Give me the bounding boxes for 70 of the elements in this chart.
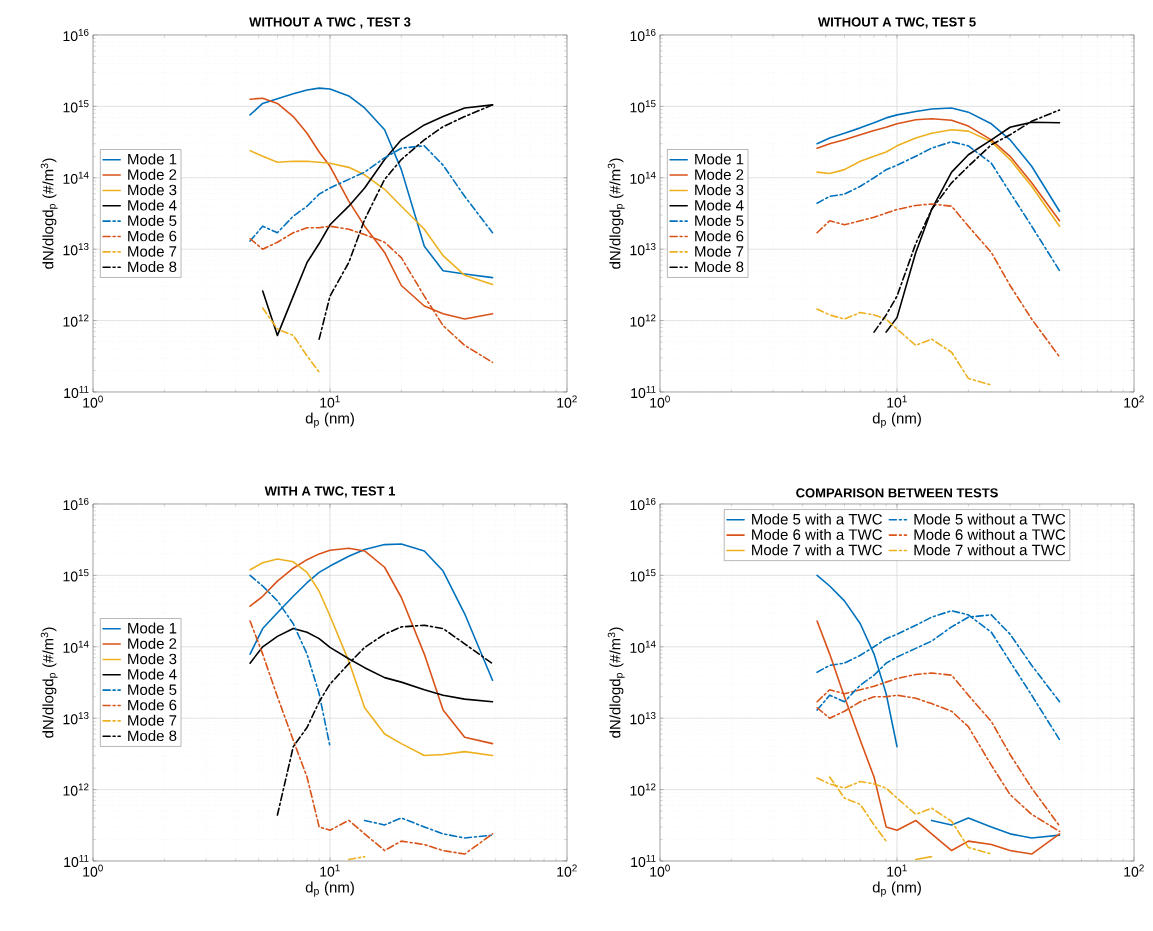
chart-title: COMPARISON BETWEEN TESTS: [796, 488, 998, 498]
y-tick-label: 10$^{12}$: [63, 783, 89, 796]
x-tick-label: 10$^{2}$: [557, 864, 577, 877]
y-tick-label: 10$^{13}$: [630, 712, 656, 725]
legend-label: Mode 2: [128, 637, 177, 649]
legend-label: Mode 2: [128, 168, 177, 180]
y-axis-title: dN/dlogd$_{p}$ (#/m$^{3}$): [607, 158, 625, 269]
y-tick-label: 10$^{13}$: [63, 712, 89, 725]
y-tick-label: 10$^{16}$: [630, 28, 656, 42]
y-tick-label: 10$^{15}$: [63, 569, 89, 582]
x-axis-title: d$_{p}$ (nm): [872, 412, 921, 428]
legend-label: Mode 5 without a TWC: [914, 513, 1066, 525]
legend-label: Mode 8: [128, 261, 177, 273]
x-axis-title: d$_{p}$ (nm): [872, 881, 921, 897]
legend-label: Mode 6: [128, 699, 177, 711]
y-tick-label: 10$^{16}$: [630, 497, 656, 511]
legend-label: Mode 3: [695, 184, 744, 196]
legend-label: Mode 6: [128, 230, 177, 242]
x-tick-label: 10$^{2}$: [557, 395, 577, 408]
legend-label: Mode 5: [128, 214, 177, 226]
x-axis-title: d$_{p}$ (nm): [305, 412, 354, 428]
y-tick-label: 10$^{14}$: [63, 640, 89, 653]
y-tick-label: 10$^{13}$: [63, 243, 89, 256]
x-tick-label: 10$^{1}$: [887, 864, 907, 877]
legend-label: Mode 1: [695, 153, 744, 165]
y-tick-label: 10$^{12}$: [630, 783, 656, 796]
chart-title: WITHOUT A TWC, TEST 5: [817, 17, 976, 29]
y-tick-label: 10$^{14}$: [630, 171, 656, 184]
legend-label: Mode 3: [128, 184, 177, 196]
y-tick-label: 10$^{14}$: [630, 640, 656, 653]
legend-label: Mode 1: [128, 153, 177, 165]
legend-label: Mode 1: [128, 622, 177, 634]
x-tick-label: 10$^{1}$: [320, 395, 340, 408]
legend-label: Mode 3: [128, 653, 177, 665]
legend-label: Mode 4: [128, 199, 177, 211]
legend-label: Mode 7: [695, 245, 744, 257]
x-tick-label: 10$^{2}$: [1124, 864, 1144, 877]
legend-label: Mode 6: [695, 230, 744, 242]
legend-label: Mode 7 with a TWC: [752, 544, 882, 556]
x-tick-label: 10$^{2}$: [1124, 395, 1144, 408]
legend-label: Mode 8: [695, 261, 744, 273]
y-tick-label: 10$^{16}$: [63, 28, 89, 42]
legend-label: Mode 6 with a TWC: [752, 528, 882, 540]
legend-label: Mode 5: [128, 683, 177, 695]
y-tick-label: 10$^{15}$: [630, 100, 656, 113]
legend-label: Mode 7: [128, 245, 177, 257]
y-axis-title: dN/dlogd$_{p}$ (#/m$^{3}$): [40, 627, 58, 738]
x-tick-label: 10$^{1}$: [320, 864, 340, 877]
y-tick-label: 10$^{13}$: [630, 243, 656, 256]
legend-label: Mode 2: [695, 168, 744, 180]
y-tick-label: 10$^{15}$: [630, 569, 656, 582]
y-tick-label: 10$^{15}$: [63, 100, 89, 113]
legend-label: Mode 4: [695, 199, 744, 211]
y-tick-label: 10$^{12}$: [630, 314, 656, 327]
y-tick-label: 10$^{16}$: [63, 497, 89, 511]
legend-label: Mode 5: [695, 214, 744, 226]
x-tick-label: 10$^{1}$: [887, 395, 907, 408]
legend-label: Mode 6 without a TWC: [914, 528, 1066, 540]
legend-label: Mode 7 without a TWC: [914, 544, 1066, 556]
chart-title: WITH A TWC, TEST 1: [264, 486, 395, 498]
y-tick-label: 10$^{14}$: [63, 171, 89, 184]
legend-label: Mode 8: [128, 730, 177, 742]
legend-label: Mode 4: [128, 668, 177, 680]
y-tick-label: 10$^{12}$: [63, 314, 89, 327]
y-axis-title: dN/dlogd$_{p}$ (#/m$^{3}$): [40, 158, 58, 269]
chart-title: WITHOUT A TWC , TEST 3: [249, 17, 411, 29]
x-axis-title: d$_{p}$ (nm): [305, 881, 354, 897]
legend-label: Mode 5 with a TWC: [752, 513, 882, 525]
y-axis-title: dN/dlogd$_{p}$ (#/m$^{3}$): [607, 627, 625, 738]
legend-label: Mode 7: [128, 714, 177, 726]
